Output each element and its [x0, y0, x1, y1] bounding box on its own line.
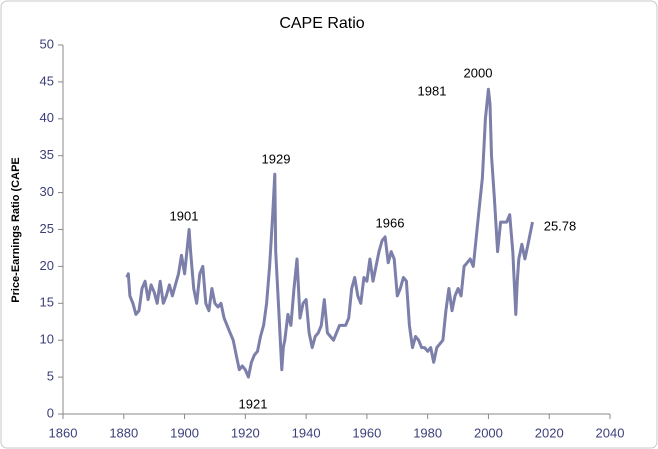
y-tick-label: 45 [40, 73, 54, 88]
y-tick-label: 15 [40, 295, 54, 310]
annotation: 1929 [262, 151, 291, 166]
y-tick-label: 10 [40, 332, 54, 347]
y-tick-label: 40 [40, 110, 54, 125]
y-tick-label: 35 [40, 147, 54, 162]
x-tick-label: 1880 [109, 425, 138, 440]
annotation: 1901 [170, 208, 199, 223]
y-tick-label: 0 [47, 405, 54, 420]
x-tick-label: 1960 [352, 425, 381, 440]
y-axis-label: Price-Earnings Ratio (CAPE [10, 157, 22, 302]
annotation: 2000 [464, 65, 493, 80]
x-tick-label: 1920 [231, 425, 260, 440]
y-tick-label: 20 [40, 258, 54, 273]
x-tick-label: 1940 [292, 425, 321, 440]
y-tick-label: 25 [40, 221, 54, 236]
y-tick-label: 50 [40, 36, 54, 51]
annotation: 25.78 [544, 218, 577, 233]
annotation: 1921 [239, 396, 268, 411]
x-tick-label: 1860 [49, 425, 78, 440]
x-tick-label: 2020 [535, 425, 564, 440]
x-tick-label: 2040 [596, 425, 625, 440]
y-tick-label: 30 [40, 184, 54, 199]
annotation: 1981 [418, 83, 447, 98]
x-tick-label: 1900 [170, 425, 199, 440]
x-tick-label: 1980 [413, 425, 442, 440]
x-tick-label: 2000 [474, 425, 503, 440]
y-tick-label: 5 [47, 369, 54, 384]
annotation: 1966 [376, 215, 405, 230]
chart-title: CAPE Ratio [279, 15, 364, 32]
data-line [125, 87, 534, 379]
